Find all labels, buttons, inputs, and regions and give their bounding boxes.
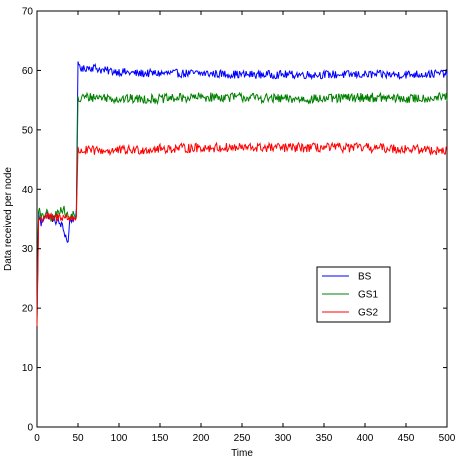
x-tick-label: 100: [111, 433, 128, 444]
x-tick-label: 50: [72, 433, 84, 444]
x-tick-label: 150: [152, 433, 169, 444]
x-tick-label: 250: [234, 433, 251, 444]
x-tick-label: 500: [439, 433, 456, 444]
legend-label-gs2: GS2: [358, 308, 378, 319]
x-tick-label: 200: [193, 433, 210, 444]
x-tick-label: 0: [34, 433, 40, 444]
y-axis-label: Data received per node: [3, 167, 14, 271]
y-tick-label: 70: [22, 7, 34, 18]
series-line-gs1: [36, 91, 448, 321]
y-tick-label: 20: [22, 304, 34, 315]
x-tick-label: 450: [398, 433, 415, 444]
axis-ticks: 0 50 100 150 200 250 300 350 400 450 500 0 10 20 30 40 5…: [22, 7, 456, 445]
x-tick-label: 300: [275, 433, 292, 444]
y-tick-label: 40: [22, 185, 34, 196]
series-line-bs: [36, 61, 448, 315]
legend-label-bs: BS: [358, 272, 372, 283]
series-line-gs2: [36, 141, 448, 326]
x-tick-label: 400: [357, 433, 374, 444]
plot-area: [36, 10, 448, 428]
series-layer: [36, 61, 448, 326]
x-tick-label: 350: [316, 433, 333, 444]
y-tick-label: 60: [22, 66, 34, 77]
y-tick-label: 30: [22, 244, 34, 255]
legend: BS GS1 GS2: [316, 266, 391, 323]
legend-label-gs1: GS1: [358, 290, 378, 301]
y-tick-label: 50: [22, 125, 34, 136]
y-tick-label: 10: [22, 363, 34, 374]
x-axis-label: Time: [231, 448, 253, 459]
y-tick-label: 0: [27, 423, 33, 434]
